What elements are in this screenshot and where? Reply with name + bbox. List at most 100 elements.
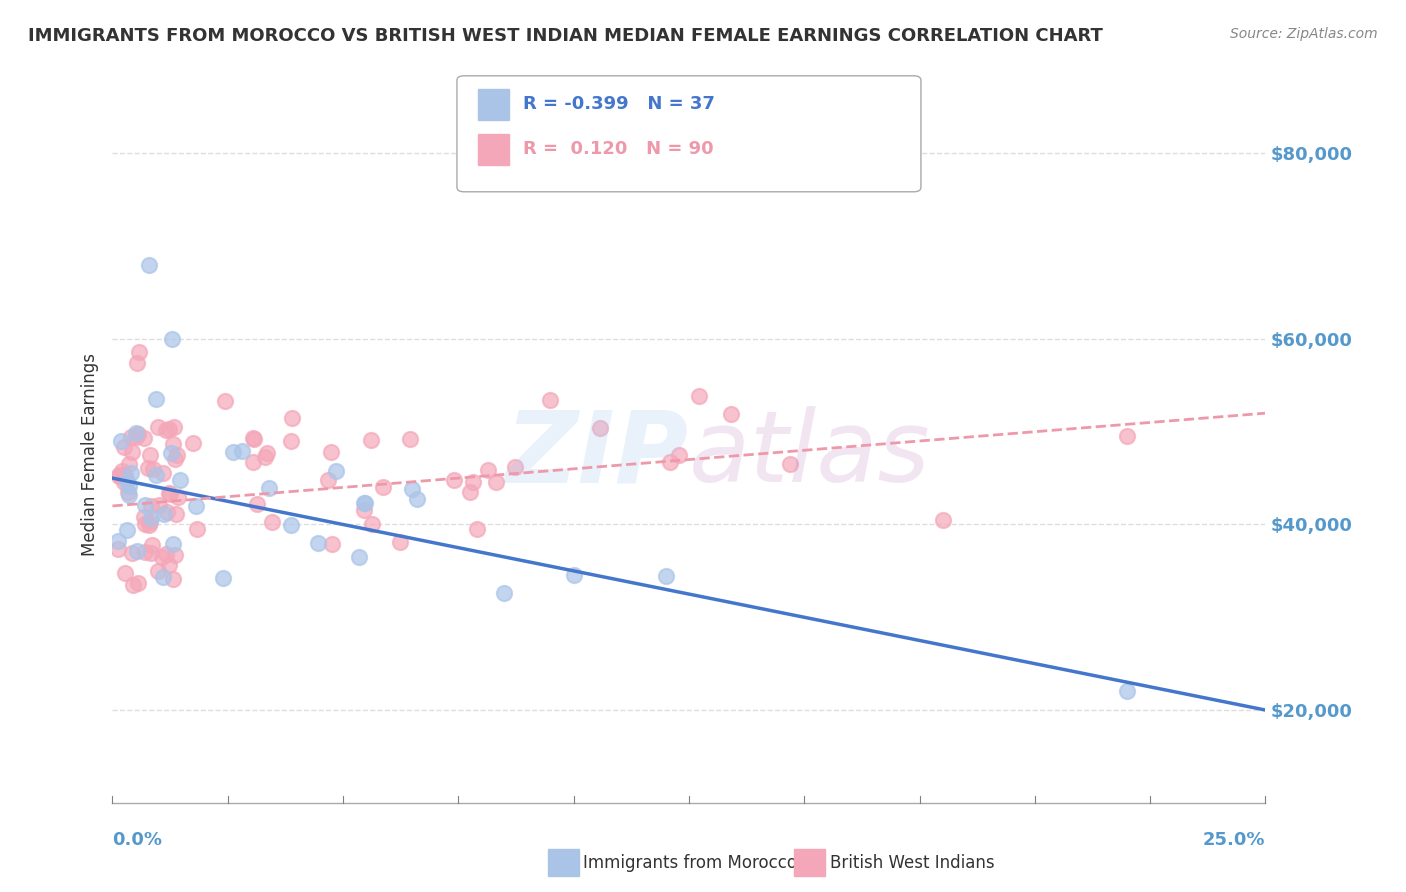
Point <box>117 485 139 500</box>
Point <box>354 496 377 510</box>
Point <box>145 392 167 406</box>
Point <box>321 537 343 551</box>
Point <box>162 437 184 451</box>
Point <box>589 421 612 435</box>
Point <box>280 517 302 532</box>
Point <box>148 499 170 513</box>
Point <box>166 448 188 462</box>
Point <box>112 440 135 454</box>
Point <box>115 474 138 488</box>
Point <box>281 411 304 425</box>
Point <box>659 455 682 469</box>
Point <box>318 473 340 487</box>
Point <box>406 491 429 506</box>
Point <box>127 575 149 590</box>
Point <box>128 345 150 359</box>
Text: atlas: atlas <box>689 407 931 503</box>
Point <box>107 467 129 482</box>
Point <box>138 258 160 272</box>
Point <box>280 434 302 448</box>
Text: R =  0.120   N = 90: R = 0.120 N = 90 <box>523 140 714 158</box>
Point <box>155 547 177 561</box>
Point <box>325 464 347 478</box>
Point <box>401 482 423 496</box>
Point <box>720 407 742 421</box>
Text: 25.0%: 25.0% <box>1204 830 1265 848</box>
Point <box>242 455 264 469</box>
Point <box>107 541 129 556</box>
Point <box>162 332 184 346</box>
Point <box>121 546 143 560</box>
Text: 0.0%: 0.0% <box>112 830 163 848</box>
Point <box>146 564 169 578</box>
Point <box>111 464 134 478</box>
Point <box>668 448 690 462</box>
Point <box>494 585 516 599</box>
Point <box>214 394 236 409</box>
Point <box>114 468 136 483</box>
Point <box>121 445 143 459</box>
Point <box>122 578 145 592</box>
Point <box>243 432 266 446</box>
Point <box>169 473 191 487</box>
Point <box>562 567 585 582</box>
Point <box>153 508 176 522</box>
Y-axis label: Median Female Earnings: Median Female Earnings <box>80 353 98 557</box>
Text: IMMIGRANTS FROM MOROCCO VS BRITISH WEST INDIAN MEDIAN FEMALE EARNINGS CORRELATIO: IMMIGRANTS FROM MOROCCO VS BRITISH WEST … <box>28 27 1102 45</box>
Point <box>163 452 186 467</box>
Point <box>353 503 375 517</box>
Point <box>1116 428 1139 442</box>
Point <box>458 485 481 500</box>
Point <box>399 433 422 447</box>
Point <box>260 515 283 529</box>
Point <box>256 446 278 460</box>
Point <box>360 516 382 531</box>
Point <box>184 499 207 513</box>
Point <box>162 572 184 586</box>
Point <box>125 430 148 444</box>
Point <box>139 448 162 462</box>
Point <box>148 420 170 434</box>
Point <box>181 436 204 450</box>
Point <box>108 469 131 483</box>
Point <box>115 523 138 537</box>
Point <box>162 537 184 551</box>
Point <box>371 480 394 494</box>
Point <box>152 570 174 584</box>
Point <box>134 545 156 559</box>
Point <box>114 566 136 581</box>
Point <box>165 507 187 521</box>
Point <box>118 488 141 502</box>
Point <box>118 479 141 493</box>
Point <box>132 510 155 524</box>
Point <box>120 430 142 444</box>
Point <box>110 434 132 449</box>
Point <box>388 535 411 549</box>
Point <box>139 510 162 524</box>
Point <box>931 513 953 527</box>
Point <box>186 522 208 536</box>
Point <box>160 446 183 460</box>
Point <box>254 450 277 465</box>
Point <box>156 505 179 519</box>
Point <box>443 473 465 487</box>
Point <box>112 475 135 489</box>
Point <box>212 571 235 585</box>
Point <box>688 389 710 403</box>
Point <box>163 419 186 434</box>
Point <box>257 481 280 495</box>
Point <box>139 546 162 560</box>
Text: ZIP: ZIP <box>506 407 689 503</box>
Text: Source: ZipAtlas.com: Source: ZipAtlas.com <box>1230 27 1378 41</box>
Point <box>127 356 149 370</box>
Point <box>138 518 160 533</box>
Point <box>353 496 375 510</box>
Point <box>157 422 180 436</box>
Point <box>231 444 253 458</box>
Point <box>134 516 156 531</box>
Point <box>107 533 129 548</box>
Point <box>222 445 245 459</box>
Point <box>538 392 561 407</box>
Point <box>503 460 526 475</box>
Point <box>349 549 371 564</box>
